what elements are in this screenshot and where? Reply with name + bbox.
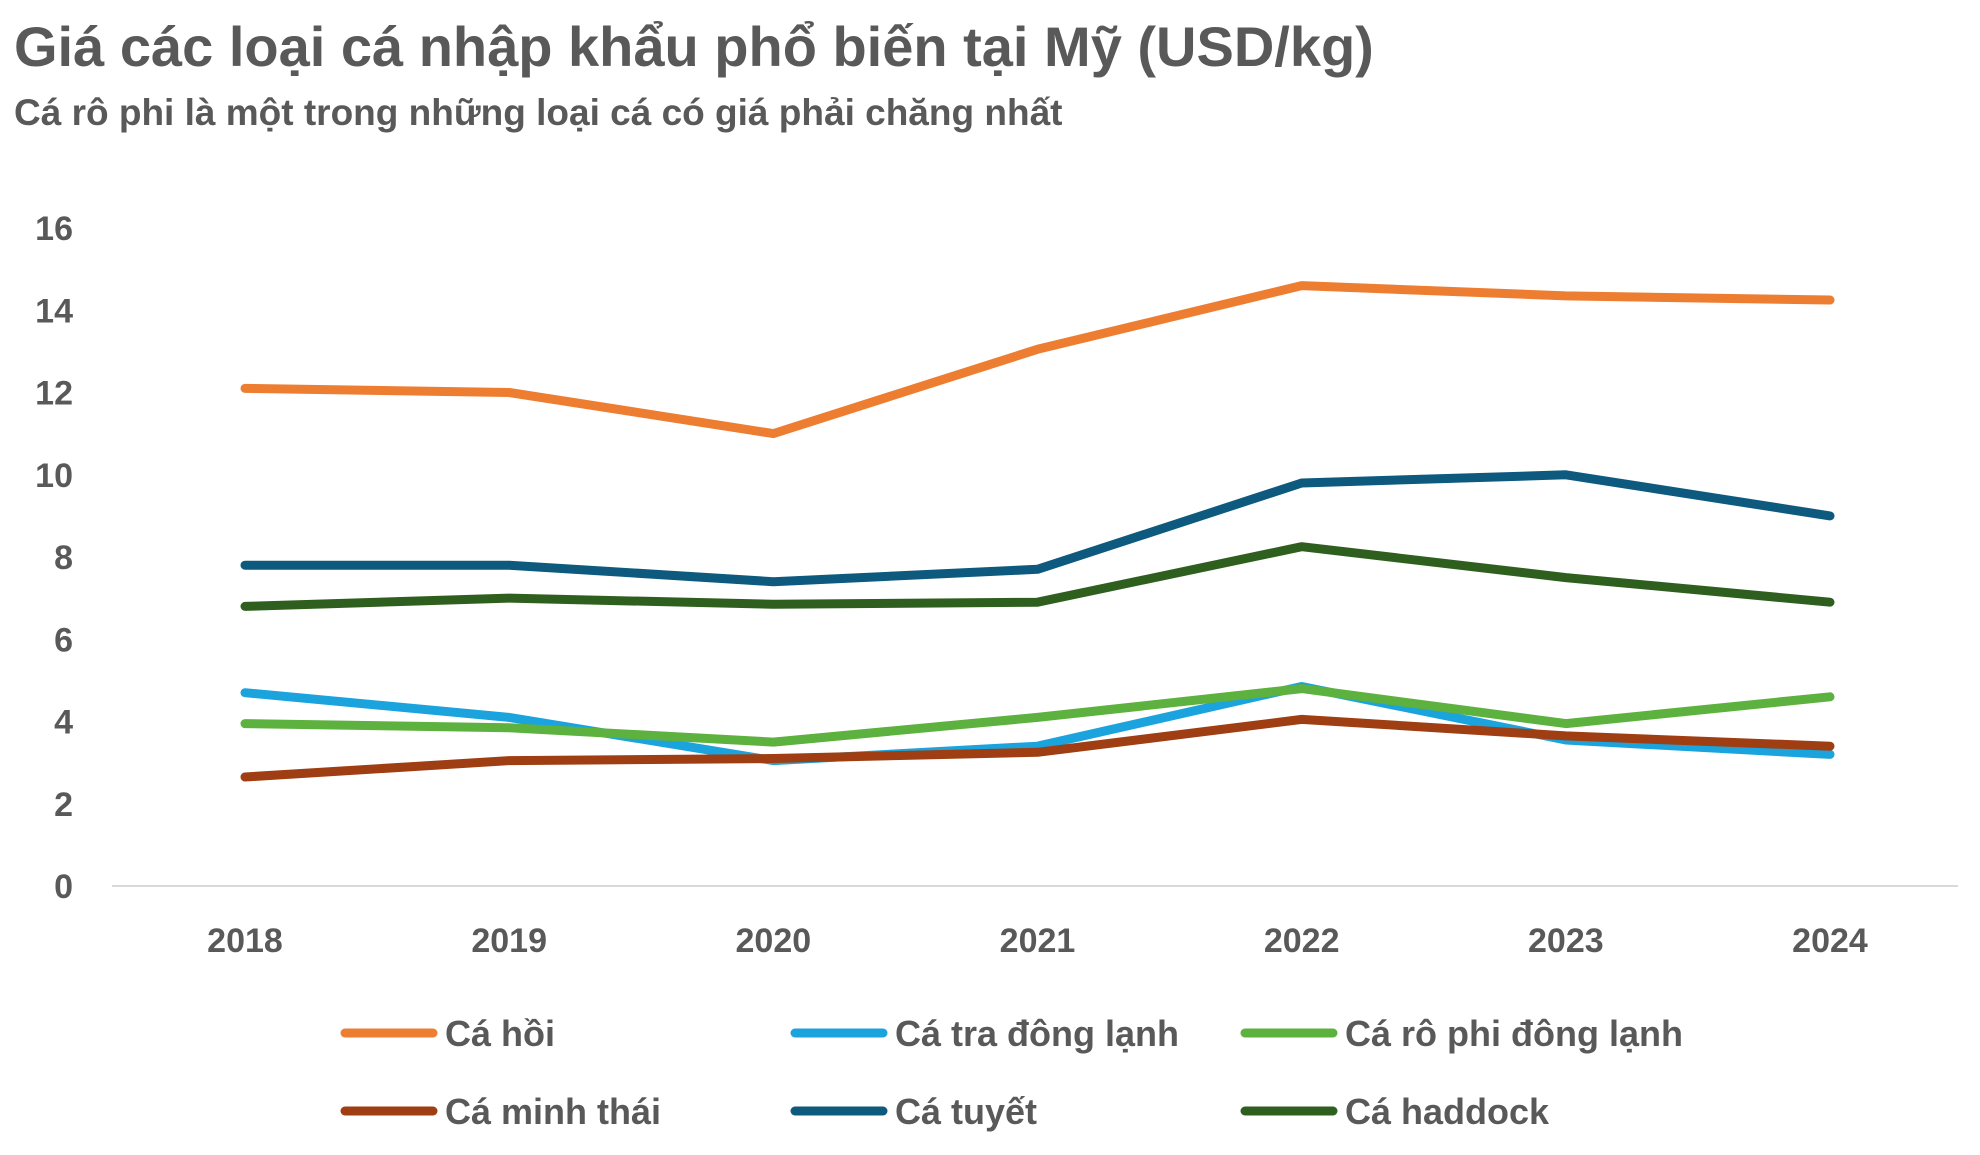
- x-tick-label: 2019: [471, 922, 547, 960]
- series-line-6: [240, 542, 1835, 611]
- y-tick-label: 4: [54, 704, 73, 742]
- legend-label: Cá tuyết: [895, 1091, 1037, 1132]
- series-line-5: [240, 470, 1835, 587]
- legend-label: Cá haddock: [1345, 1091, 1550, 1132]
- legend: Cá hồi Cá tra đông lạnh Cá rô phi đông lạn…: [340, 1013, 1683, 1132]
- chart-title: Giá các loại cá nhập khẩu phổ biến tại M…: [14, 15, 1374, 78]
- series-line-1: [240, 281, 1835, 439]
- x-tick-label: 2022: [1264, 922, 1340, 960]
- y-tick-label: 16: [35, 210, 73, 248]
- series-line-4: [240, 714, 1835, 782]
- x-axis: 2018 2019 2020 2021 2022 2023 2024: [112, 885, 1958, 960]
- legend-label: Cá rô phi đông lạnh: [1345, 1013, 1683, 1054]
- y-tick-label: 12: [35, 375, 73, 413]
- y-tick-label: 10: [35, 457, 73, 495]
- y-tick-label: 8: [54, 539, 73, 577]
- x-tick-label: 2021: [1000, 922, 1076, 960]
- x-tick-label: 2018: [207, 922, 283, 960]
- y-axis: 0 2 4 6 8 10 12 14 16: [35, 210, 73, 906]
- legend-item: Cá rô phi đông lạnh: [1240, 1013, 1683, 1054]
- chart-subtitle: Cá rô phi là một trong những loại cá có …: [14, 92, 1063, 133]
- legend-item: Cá hồi: [340, 1013, 555, 1054]
- legend-item: Cá haddock: [1240, 1091, 1550, 1132]
- series-line-3: [240, 684, 1835, 747]
- legend-item: Cá tra đông lạnh: [790, 1013, 1179, 1054]
- x-tick-label: 2020: [736, 922, 812, 960]
- legend-item: Cá minh thái: [340, 1091, 661, 1132]
- legend-label: Cá tra đông lạnh: [895, 1013, 1179, 1054]
- x-tick-label: 2024: [1792, 922, 1868, 960]
- legend-label: Cá minh thái: [445, 1091, 661, 1132]
- y-tick-label: 2: [54, 786, 73, 824]
- legend-item: Cá tuyết: [790, 1091, 1037, 1132]
- y-tick-label: 0: [54, 868, 73, 906]
- series-lines: [240, 281, 1835, 782]
- x-tick-label: 2023: [1528, 922, 1604, 960]
- y-tick-label: 6: [54, 621, 73, 659]
- y-tick-label: 14: [35, 292, 73, 330]
- legend-label: Cá hồi: [445, 1013, 555, 1054]
